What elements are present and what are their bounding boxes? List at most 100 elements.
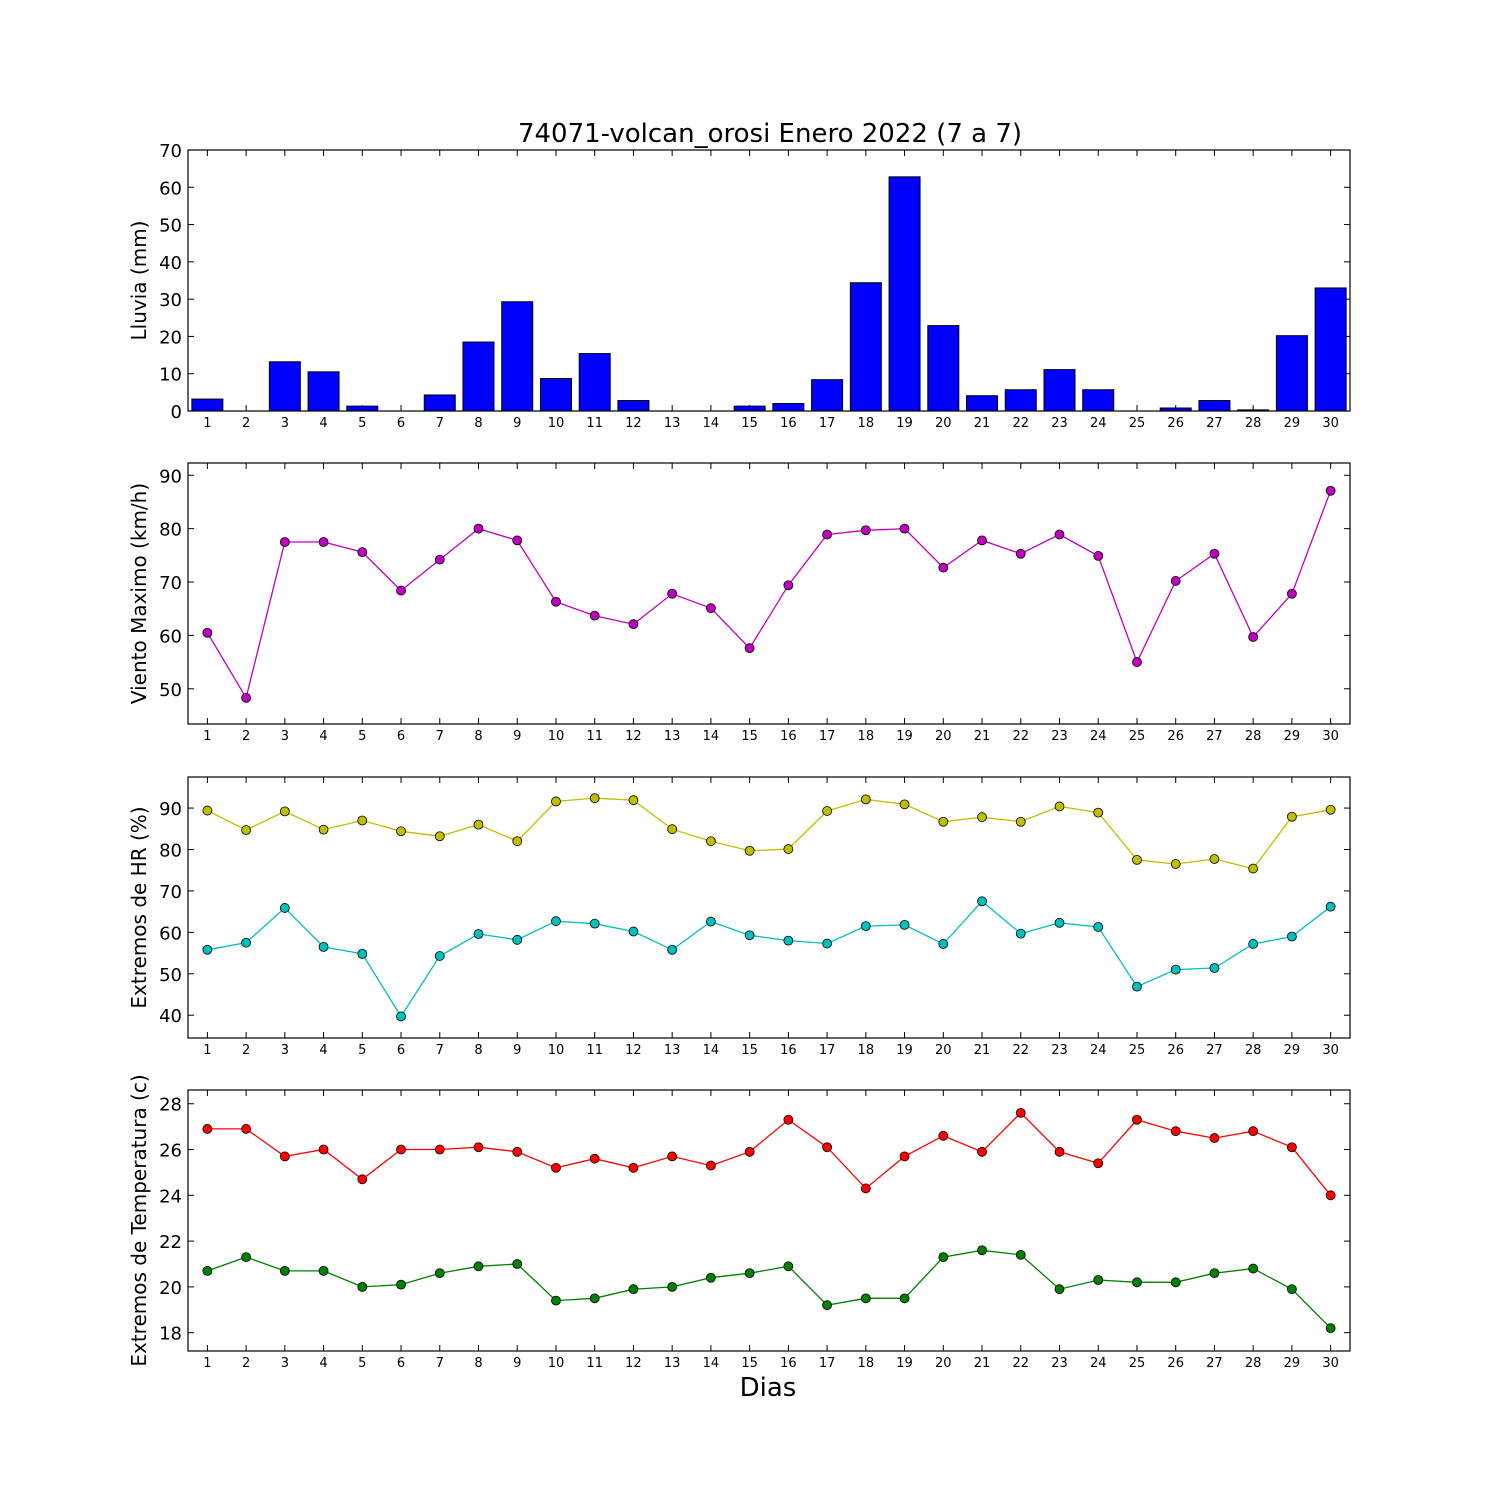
data-point: [1248, 939, 1259, 949]
data-point: [977, 812, 987, 823]
data-point: [473, 929, 484, 939]
y-tick-label: 80: [159, 520, 182, 541]
x-tick-label: 12: [625, 1356, 642, 1371]
x-tick-label: 3: [281, 1356, 289, 1371]
x-tick-label: 7: [436, 416, 444, 431]
data-point: [318, 824, 329, 835]
data-point: [938, 939, 949, 949]
data-point: [473, 1142, 484, 1153]
x-tick-label: 12: [625, 1043, 642, 1058]
y-tick-label: 22: [159, 1232, 182, 1253]
y-tick-label: 24: [159, 1186, 182, 1207]
x-tick-label: 4: [319, 1043, 327, 1058]
data-point: [1248, 632, 1259, 642]
data-point: [434, 831, 445, 842]
x-tick-label: 27: [1206, 1356, 1223, 1371]
data-point: [744, 930, 755, 941]
data-point: [1325, 1190, 1336, 1201]
data-point: [551, 596, 561, 607]
data-point: [1325, 804, 1336, 815]
x-tick-label: 1: [203, 729, 211, 744]
x-tick-label: 26: [1167, 1356, 1184, 1371]
bar: [849, 282, 882, 412]
data-point: [279, 1151, 290, 1162]
data-point: [434, 951, 445, 961]
data-point: [822, 1142, 832, 1153]
data-point: [473, 523, 484, 534]
x-tick-label: 4: [319, 729, 327, 744]
x-tick-label: 28: [1245, 1043, 1262, 1058]
data-point: [667, 944, 678, 955]
data-point: [783, 580, 794, 591]
x-tick-label: 19: [896, 416, 913, 431]
data-point: [1209, 854, 1220, 864]
x-tick-label: 13: [664, 729, 681, 744]
data-point: [706, 836, 716, 847]
x-tick-label: 20: [935, 416, 952, 431]
x-tick-label: 26: [1167, 1043, 1184, 1058]
x-tick-label: 24: [1090, 729, 1107, 744]
data-point: [1015, 816, 1026, 827]
x-tick-label: 30: [1322, 1043, 1339, 1058]
x-tick-label: 6: [397, 416, 405, 431]
x-tick-label: 5: [358, 729, 366, 744]
x-axis-label: Dias: [740, 1373, 797, 1403]
x-tick-label: 9: [513, 416, 521, 431]
bar: [191, 398, 224, 412]
x-tick-label: 2: [242, 1356, 250, 1371]
x-tick-label: 26: [1167, 729, 1184, 744]
data-point: [783, 1261, 794, 1272]
data-point: [783, 844, 794, 854]
data-point: [822, 1300, 832, 1311]
y-axis-label: Viento Maximo (km/h): [127, 483, 151, 704]
data-point: [396, 1279, 406, 1290]
data-point: [357, 547, 368, 558]
x-tick-label: 24: [1090, 416, 1107, 431]
y-tick-label: 40: [159, 1006, 182, 1027]
data-point: [589, 610, 600, 621]
plot-frame: [187, 776, 1351, 1039]
y-tick-label: 70: [159, 573, 182, 594]
x-tick-label: 1: [203, 1356, 211, 1371]
x-tick-label: 22: [1012, 729, 1029, 744]
x-tick-label: 29: [1284, 416, 1301, 431]
x-tick-label: 5: [358, 1043, 366, 1058]
x-tick-label: 9: [513, 1356, 521, 1371]
y-tick-label: 20: [159, 1278, 182, 1299]
data-point: [1325, 1323, 1336, 1334]
data-point: [628, 1162, 639, 1173]
x-tick-label: 1: [203, 416, 211, 431]
x-tick-label: 12: [625, 729, 642, 744]
x-tick-label: 19: [896, 1356, 913, 1371]
data-point: [822, 529, 832, 540]
x-tick-label: 8: [474, 1356, 482, 1371]
x-tick-label: 7: [436, 1356, 444, 1371]
y-tick-label: 0: [171, 402, 182, 423]
x-tick-label: 18: [858, 1356, 875, 1371]
data-point: [899, 1151, 910, 1162]
data-point: [1015, 1249, 1026, 1260]
x-tick-label: 25: [1129, 416, 1146, 431]
data-point: [1170, 1126, 1181, 1137]
data-point: [628, 1284, 639, 1295]
x-tick-label: 3: [281, 416, 289, 431]
plot-frame: [187, 462, 1351, 725]
x-tick-label: 14: [703, 1356, 720, 1371]
x-tick-label: 29: [1284, 1356, 1301, 1371]
data-point: [1248, 863, 1259, 874]
data-point: [977, 1245, 987, 1256]
data-point: [279, 537, 290, 547]
data-point: [899, 1293, 910, 1304]
data-point: [434, 1268, 445, 1279]
y-axis-label: Lluvia (mm): [127, 221, 151, 341]
data-point: [1015, 548, 1026, 559]
data-point: [860, 525, 871, 536]
x-tick-label: 28: [1245, 1356, 1262, 1371]
x-tick-label: 14: [703, 1043, 720, 1058]
x-tick-label: 27: [1206, 416, 1223, 431]
series-line: [206, 490, 1332, 700]
y-tick-label: 10: [159, 365, 182, 386]
